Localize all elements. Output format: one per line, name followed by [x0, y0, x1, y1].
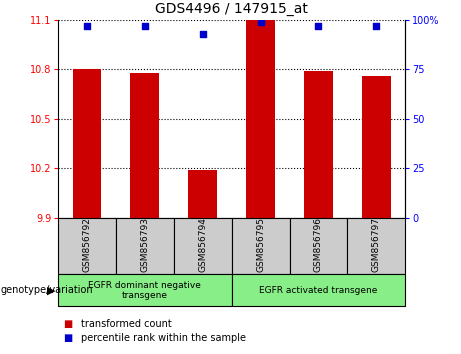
- Point: [315, 23, 322, 29]
- Point: [199, 31, 207, 36]
- Text: GSM856796: GSM856796: [314, 217, 323, 272]
- Text: percentile rank within the sample: percentile rank within the sample: [81, 333, 246, 343]
- Point: [372, 23, 380, 29]
- Text: GSM856797: GSM856797: [372, 217, 381, 272]
- Text: EGFR activated transgene: EGFR activated transgene: [259, 286, 378, 295]
- Bar: [116, 218, 174, 274]
- Text: ▶: ▶: [47, 285, 56, 295]
- Bar: [348, 218, 405, 274]
- Text: ■: ■: [63, 319, 72, 329]
- Title: GDS4496 / 147915_at: GDS4496 / 147915_at: [155, 2, 308, 16]
- Bar: [304, 71, 333, 218]
- Text: transformed count: transformed count: [81, 319, 172, 329]
- Point: [257, 19, 264, 25]
- Bar: [58, 274, 231, 306]
- Point: [141, 23, 148, 29]
- Text: ■: ■: [63, 333, 72, 343]
- Bar: [231, 218, 290, 274]
- Bar: [188, 170, 217, 218]
- Bar: [231, 274, 405, 306]
- Text: GSM856793: GSM856793: [140, 217, 149, 272]
- Bar: [246, 20, 275, 218]
- Bar: [362, 76, 391, 218]
- Bar: [58, 218, 116, 274]
- Bar: [72, 69, 101, 218]
- Bar: [290, 218, 348, 274]
- Bar: [130, 73, 160, 218]
- Text: EGFR dominant negative
transgene: EGFR dominant negative transgene: [89, 281, 201, 300]
- Text: GSM856795: GSM856795: [256, 217, 265, 272]
- Bar: [174, 218, 231, 274]
- Text: genotype/variation: genotype/variation: [1, 285, 94, 295]
- Point: [83, 23, 91, 29]
- Text: GSM856792: GSM856792: [83, 217, 92, 272]
- Text: GSM856794: GSM856794: [198, 217, 207, 272]
